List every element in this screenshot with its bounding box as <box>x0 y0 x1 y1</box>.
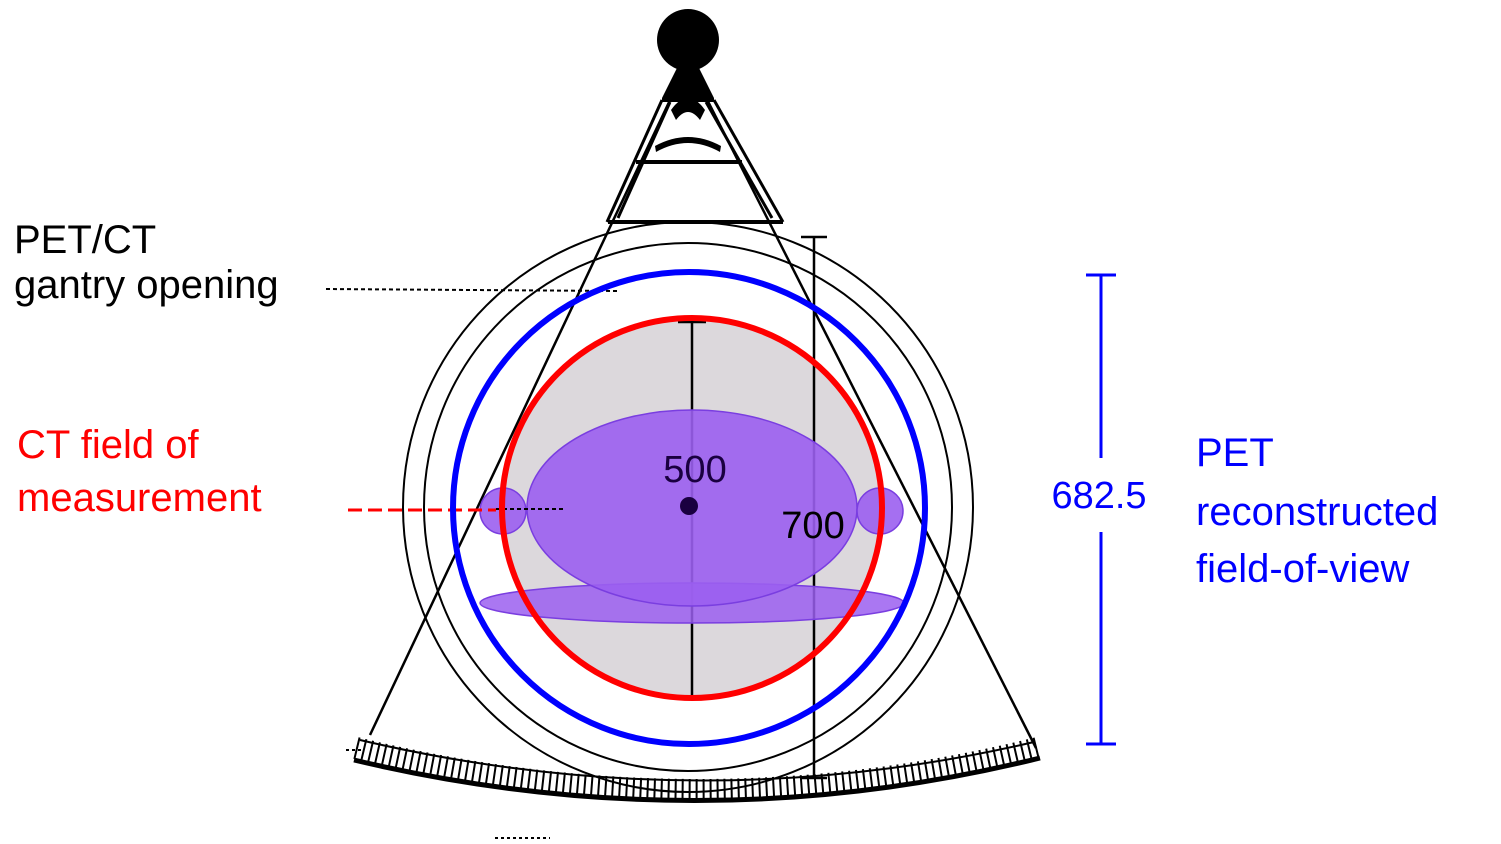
pet-fov-circle <box>450 269 928 747</box>
detector-arc <box>346 737 1041 839</box>
xray-source-assembly <box>605 9 785 224</box>
dimension-682-5 <box>1086 273 1116 746</box>
phantom <box>479 409 905 624</box>
gantry-inner-circle <box>423 242 953 772</box>
ct-label-line1: CT field of <box>17 423 199 467</box>
gantry-label-line2: gantry opening <box>14 263 279 307</box>
fan-beam <box>368 61 1038 749</box>
pet-label-line1: PET <box>1196 431 1274 475</box>
isocenter-dot <box>680 497 698 515</box>
gantry-label-line1: PET/CT <box>14 218 156 262</box>
ct-fom-circle <box>499 315 885 701</box>
dim-700-label: 700 <box>781 505 844 547</box>
pet-label-line2: reconstructed <box>1196 490 1438 534</box>
dim-682-5-label: 682.5 <box>1051 475 1146 517</box>
pet-label-line3: field-of-view <box>1196 547 1410 591</box>
ct-label-line2: measurement <box>17 476 262 520</box>
gantry-leader-line <box>325 288 619 292</box>
xray-tube-icon <box>657 9 719 71</box>
gantry-outer-circle <box>402 221 974 793</box>
dim-500-label: 500 <box>663 449 726 491</box>
